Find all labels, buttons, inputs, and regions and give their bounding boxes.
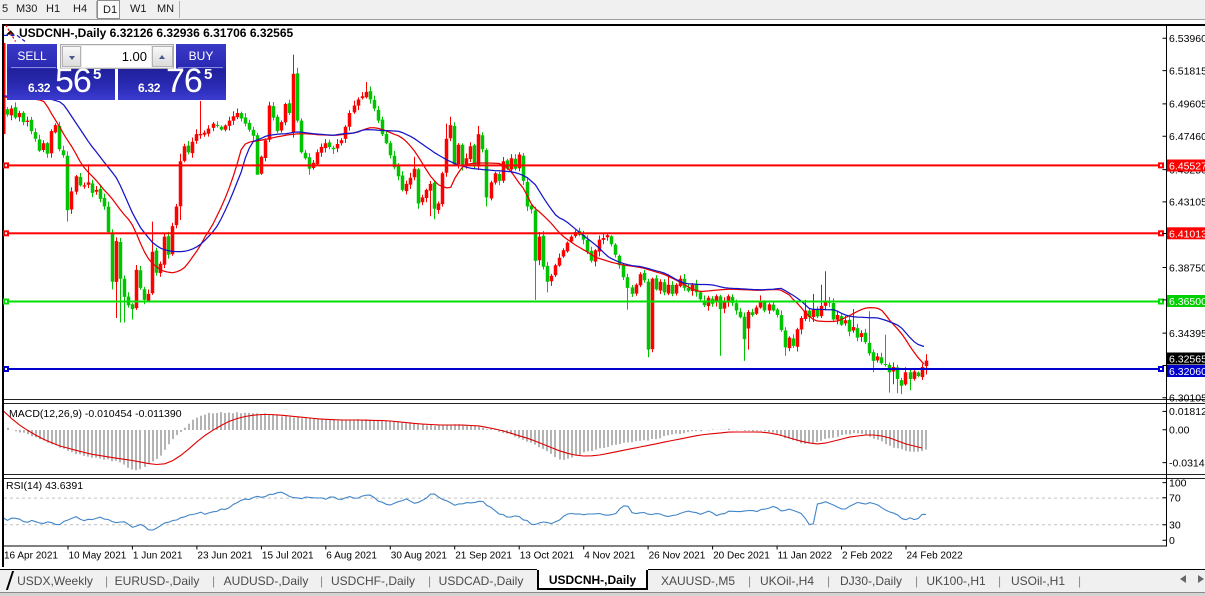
svg-text:6.36500: 6.36500 <box>1169 296 1205 308</box>
svg-text:4 Nov 2021: 4 Nov 2021 <box>584 551 636 562</box>
svg-text:6.45527: 6.45527 <box>1169 161 1205 173</box>
svg-text:-0.031496: -0.031496 <box>1169 457 1205 469</box>
svg-text:26 Nov 2021: 26 Nov 2021 <box>649 551 706 562</box>
svg-text:0.018129: 0.018129 <box>1169 406 1205 418</box>
svg-text:6.51815: 6.51815 <box>1169 65 1205 77</box>
svg-text:RSI(14) 43.6391: RSI(14) 43.6391 <box>6 480 83 492</box>
svg-text:0.00: 0.00 <box>1169 425 1190 437</box>
svg-text:1 Jun 2021: 1 Jun 2021 <box>133 551 183 562</box>
svg-text:100: 100 <box>1169 477 1187 489</box>
svg-text:15 Jul 2021: 15 Jul 2021 <box>262 551 314 562</box>
svg-text:70: 70 <box>1169 493 1181 505</box>
svg-text:23 Jun 2021: 23 Jun 2021 <box>197 551 252 562</box>
svg-text:13 Oct 2021: 13 Oct 2021 <box>520 551 575 562</box>
svg-text:16 Apr 2021: 16 Apr 2021 <box>4 551 58 562</box>
svg-text:6.34395: 6.34395 <box>1169 328 1205 340</box>
svg-text:USDCNH-,Daily 6.32126 6.32936: USDCNH-,Daily 6.32126 6.32936 6.31706 6.… <box>19 26 294 40</box>
svg-text:6.32060: 6.32060 <box>1169 366 1205 378</box>
svg-text:30 Aug 2021: 30 Aug 2021 <box>391 551 448 562</box>
svg-text:6 Aug 2021: 6 Aug 2021 <box>326 551 377 562</box>
svg-text:6.47460: 6.47460 <box>1169 131 1205 143</box>
svg-text:6.32565: 6.32565 <box>1169 354 1205 366</box>
svg-text:21 Sep 2021: 21 Sep 2021 <box>455 551 512 562</box>
svg-text:MACD(12,26,9) -0.010454 -0.011: MACD(12,26,9) -0.010454 -0.011390 <box>9 408 182 420</box>
svg-text:6.41013: 6.41013 <box>1169 228 1205 240</box>
svg-text:6.30105: 6.30105 <box>1169 393 1205 405</box>
svg-text:30: 30 <box>1169 520 1181 532</box>
svg-text:0: 0 <box>1169 535 1175 547</box>
svg-text:6.49605: 6.49605 <box>1169 99 1205 111</box>
svg-text:6.43105: 6.43105 <box>1169 197 1205 209</box>
svg-text:20 Dec 2021: 20 Dec 2021 <box>713 551 770 562</box>
svg-text:24 Feb 2022: 24 Feb 2022 <box>907 551 964 562</box>
svg-text:6.53960: 6.53960 <box>1169 33 1205 45</box>
svg-text:2 Feb 2022: 2 Feb 2022 <box>842 551 893 562</box>
svg-text:11 Jan 2022: 11 Jan 2022 <box>778 551 833 562</box>
svg-text:6.38750: 6.38750 <box>1169 262 1205 274</box>
svg-text:10 May 2021: 10 May 2021 <box>69 551 127 562</box>
